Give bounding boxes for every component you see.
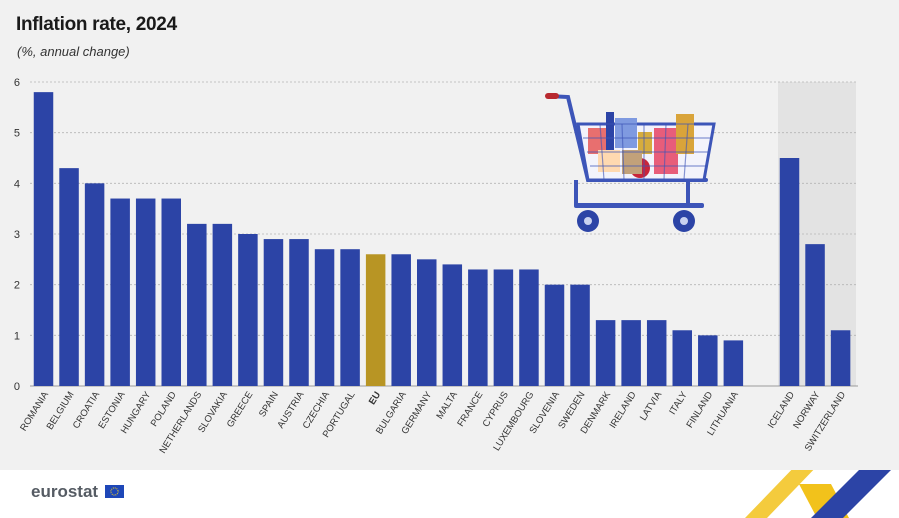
bar-denmark <box>595 320 616 386</box>
eu-flag-icon <box>104 485 124 498</box>
y-tick-label: 1 <box>14 330 20 342</box>
bar-ireland <box>621 320 641 386</box>
chart-subtitle: (%, annual change) <box>17 44 130 59</box>
bar-malta <box>442 264 463 386</box>
bar-slovakia <box>212 223 233 386</box>
bar-france <box>468 269 488 386</box>
y-tick-label: 6 <box>14 77 20 89</box>
bar-cyprus <box>493 269 514 386</box>
eurostat-logo: eurostat <box>31 482 124 502</box>
bar-spain <box>263 239 284 386</box>
bar-croatia <box>84 183 105 386</box>
x-tick-label: SPAIN <box>257 390 281 420</box>
bar-eu <box>365 254 386 386</box>
bar-switzerland <box>830 330 851 386</box>
bar-norway <box>805 244 825 386</box>
bar-estonia <box>110 198 130 386</box>
bar-czechia <box>314 249 335 386</box>
y-tick-label: 0 <box>14 381 20 393</box>
bar-finland <box>698 335 718 386</box>
bar-greece <box>238 234 258 386</box>
bar-chart: 0123456ROMANIABELGIUMCROATIAESTONIAHUNGA… <box>14 77 858 456</box>
bar-luxembourg <box>519 269 539 386</box>
x-tick-label: EU <box>367 390 383 407</box>
x-tick-label: ITALY <box>667 389 690 417</box>
chart-title: Inflation rate, 2024 <box>16 14 177 35</box>
bar-slovenia <box>544 284 565 386</box>
bar-iceland <box>779 158 800 386</box>
bar-lithuania <box>723 340 744 386</box>
bar-netherlands <box>187 223 207 386</box>
y-tick-label: 4 <box>14 178 20 190</box>
bar-poland <box>161 198 181 386</box>
logo-text: eurostat <box>31 482 99 501</box>
bar-latvia <box>646 320 667 386</box>
bar-portugal <box>340 249 360 386</box>
bar-bulgaria <box>391 254 411 386</box>
bar-italy <box>672 330 692 386</box>
x-tick-label: MALTA <box>434 389 460 421</box>
bar-austria <box>289 239 309 386</box>
y-tick-label: 3 <box>14 229 20 241</box>
x-tick-label: LATVIA <box>638 389 665 423</box>
y-tick-label: 2 <box>14 280 20 292</box>
y-tick-label: 5 <box>14 128 20 140</box>
footer <box>0 470 899 518</box>
bar-hungary <box>135 198 156 386</box>
shopping-cart-icon <box>545 93 716 232</box>
bar-sweden <box>570 284 590 386</box>
bar-romania <box>33 92 54 386</box>
bar-belgium <box>59 168 79 386</box>
bar-germany <box>417 259 437 386</box>
corner-decoration <box>745 470 891 518</box>
